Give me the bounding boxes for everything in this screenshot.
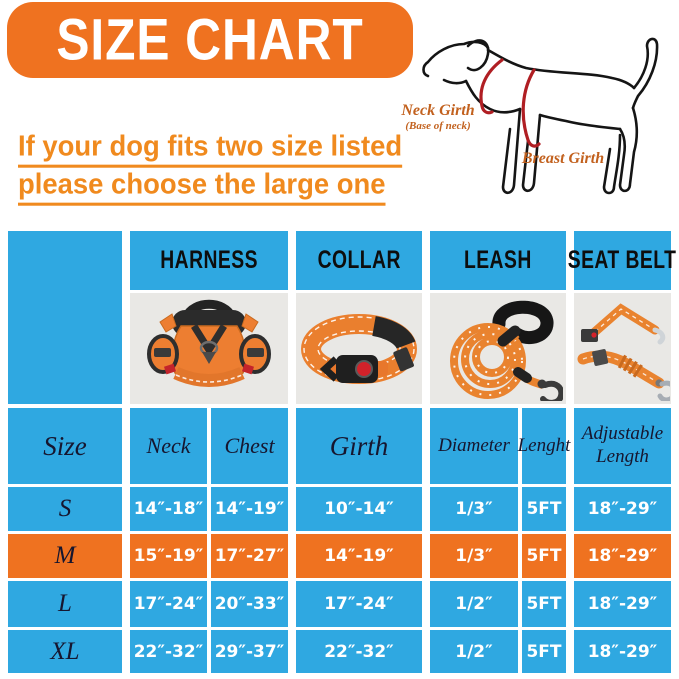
header-harness: HARNESS bbox=[130, 231, 288, 290]
seatbelt-image bbox=[577, 302, 670, 401]
collar-image-cell bbox=[296, 293, 422, 404]
breast-girth-label: Breast Girth bbox=[521, 150, 605, 167]
row-xl-label: XL bbox=[8, 630, 122, 673]
title-banner: SIZE CHART bbox=[7, 2, 413, 78]
row-s-length: 5FT bbox=[522, 487, 566, 531]
header-collar: COLLAR bbox=[296, 231, 422, 290]
note-line-2: please choose the large one bbox=[18, 168, 386, 206]
row-xl-diameter: 1/2″ bbox=[430, 630, 518, 673]
page-title: SIZE CHART bbox=[56, 7, 364, 73]
row-s-diameter: 1/3″ bbox=[430, 487, 518, 531]
neck-girth-line bbox=[479, 58, 504, 115]
row-l-adjustable: 18″-29″ bbox=[574, 581, 671, 627]
row-s-label: S bbox=[8, 487, 122, 531]
row-m-neck: 15″-19″ bbox=[130, 534, 207, 578]
row-m-girth: 14″-19″ bbox=[296, 534, 422, 578]
row-l-girth: 17″-24″ bbox=[296, 581, 422, 627]
neck-girth-sublabel: (Base of neck) bbox=[405, 120, 471, 132]
harness-image bbox=[147, 299, 271, 387]
row-s-neck: 14″-18″ bbox=[130, 487, 207, 531]
leash-image bbox=[450, 300, 563, 401]
row-l-chest: 20″-33″ bbox=[211, 581, 288, 627]
leash-image-cell bbox=[430, 293, 566, 404]
row-xl-neck: 22″-32″ bbox=[130, 630, 207, 673]
row-l-length: 5FT bbox=[522, 581, 566, 627]
subheader-diameter: Diameter bbox=[430, 408, 518, 484]
size-table: HARNESS COLLAR LEASH SEAT BELT bbox=[8, 231, 676, 673]
subheader-girth: Girth bbox=[296, 408, 422, 484]
row-s-adjustable: 18″-29″ bbox=[574, 487, 671, 531]
row-s-girth: 10″-14″ bbox=[296, 487, 422, 531]
subheader-length: Lenght bbox=[518, 408, 570, 484]
note-line-1: If your dog fits two size listed bbox=[18, 130, 403, 168]
breast-girth-line bbox=[521, 68, 541, 148]
size-note: If your dog fits two size listed please … bbox=[18, 130, 410, 207]
collar-image bbox=[301, 313, 417, 384]
subheader-neck: Neck bbox=[130, 408, 207, 484]
row-xl-adjustable: 18″-29″ bbox=[574, 630, 671, 673]
row-m-diameter: 1/3″ bbox=[430, 534, 518, 578]
row-xl-length: 5FT bbox=[522, 630, 566, 673]
row-l-diameter: 1/2″ bbox=[430, 581, 518, 627]
subheader-adjustable: Adjustable Length bbox=[574, 408, 671, 484]
subheader-chest: Chest bbox=[211, 408, 288, 484]
header-leash: LEASH bbox=[430, 231, 566, 290]
seatbelt-image-cell bbox=[574, 293, 671, 404]
harness-image-cell bbox=[130, 293, 288, 404]
header-seatbelt: SEAT BELT bbox=[568, 231, 676, 290]
row-s-chest: 14″-19″ bbox=[211, 487, 288, 531]
row-xl-chest: 29″-37″ bbox=[211, 630, 288, 673]
neck-girth-label: Neck Girth bbox=[401, 102, 475, 119]
subheader-size: Size bbox=[8, 408, 122, 484]
row-m-length: 5FT bbox=[522, 534, 566, 578]
row-l-neck: 17″-24″ bbox=[130, 581, 207, 627]
row-m-adjustable: 18″-29″ bbox=[574, 534, 671, 578]
row-m-label: M bbox=[8, 534, 122, 578]
corner-cell bbox=[8, 231, 122, 404]
dog-diagram-icon bbox=[422, 37, 659, 195]
row-xl-girth: 22″-32″ bbox=[296, 630, 422, 673]
row-m-chest: 17″-27″ bbox=[211, 534, 288, 578]
row-l-label: L bbox=[8, 581, 122, 627]
